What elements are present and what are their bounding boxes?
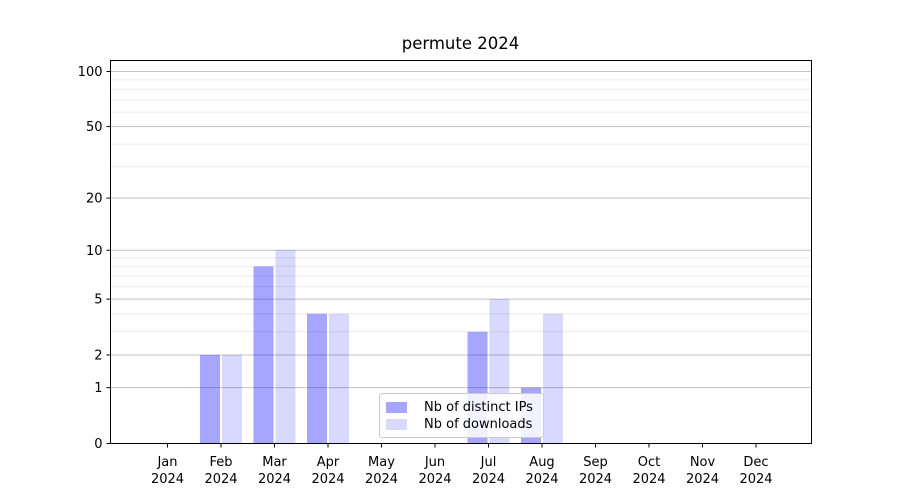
bar-downloads-apr [329,313,349,444]
x-tick-label-month: Apr [317,455,340,470]
x-tick-label-year: 2024 [151,472,184,487]
legend-row-distinct-ips: Nb of distinct IPs [386,399,536,416]
x-tick-label-month: Jun [424,455,445,470]
x-tick-label-month: Sep [583,455,608,470]
bar-ips-apr [307,313,327,444]
x-tick-label-year: 2024 [525,472,558,487]
x-tick-label-year: 2024 [258,472,291,487]
legend-row-downloads: Nb of downloads [386,416,536,433]
x-tick-label-month: Aug [529,455,554,470]
x-tick-label-year: 2024 [204,472,237,487]
chart-title: permute 2024 [401,34,520,53]
y-tick-label: 1 [94,381,102,396]
y-tick-label: 0 [94,437,102,452]
legend-swatch-1 [386,419,407,430]
y-tick-label: 50 [86,120,103,135]
x-tick-label-month: Nov [690,455,716,470]
bar-downloads-mar [275,250,296,444]
x-tick-label-year: 2024 [365,472,398,487]
legend-label-0: Nb of distinct IPs [424,400,533,415]
x-tick-label-year: 2024 [632,472,665,487]
x-tick-label-month: Oct [638,455,660,470]
y-tick-label: 100 [78,65,103,80]
x-tick-label-month: Mar [262,455,287,470]
x-tick-label-year: 2024 [579,472,612,487]
x-tick-label-year: 2024 [472,472,505,487]
y-tick-label: 20 [86,192,103,207]
x-tick-label-month: Jan [156,455,177,470]
y-tick-label: 10 [86,244,103,259]
plot-border [110,60,812,444]
legend-label-1: Nb of downloads [424,417,533,432]
x-tick-label-year: 2024 [311,472,344,487]
x-tick-label-month: May [368,455,395,470]
x-tick-label-month: Jul [480,455,497,470]
bar-ips-feb [200,354,220,444]
y-tick-label: 2 [94,348,102,363]
y-tick-label: 5 [94,293,102,308]
legend-swatch-0 [386,402,407,413]
x-tick-label-month: Feb [209,455,232,470]
x-tick-label-month: Dec [743,455,768,470]
x-tick-label-year: 2024 [686,472,719,487]
legend: Nb of distinct IPs Nb of downloads [379,393,544,438]
x-tick-label-year: 2024 [418,472,451,487]
x-tick-label-year: 2024 [739,472,772,487]
bar-downloads-aug [543,313,563,444]
bar-downloads-feb [222,354,242,444]
bar-ips-mar [253,266,274,444]
